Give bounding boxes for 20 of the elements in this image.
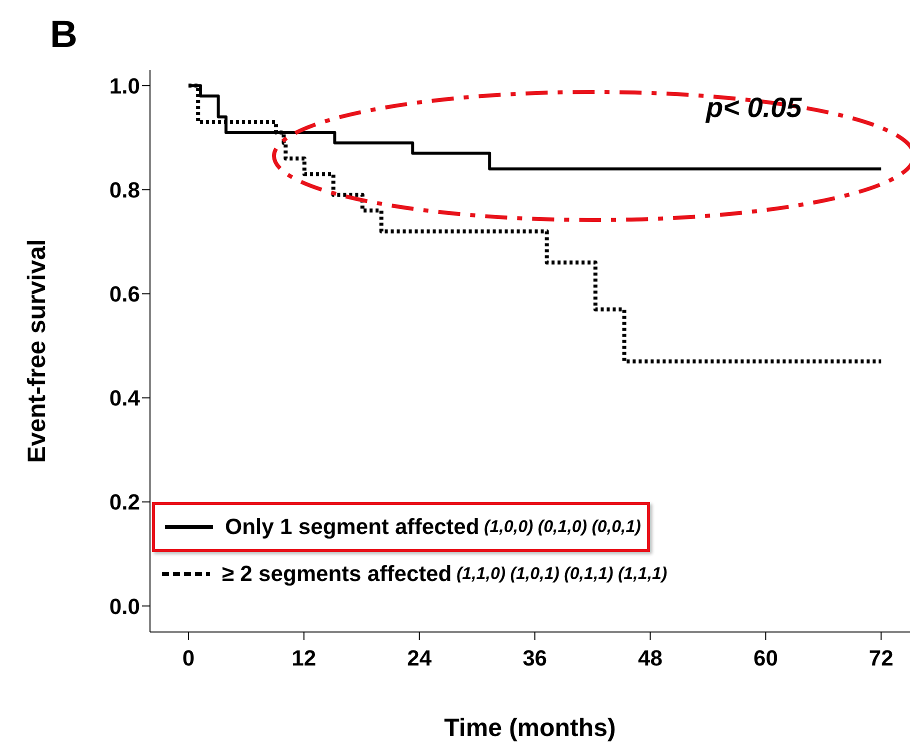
annotation: p< 0.05 — [706, 92, 802, 124]
outline-box: Only 1 segment affected (1,0,0) (0,1,0) (0,0,1) — [152, 502, 650, 552]
x-tick-label: 0 — [182, 646, 195, 671]
chart-title: B — [50, 14, 78, 57]
y-tick-label: 0.2 — [109, 490, 140, 515]
x-tick-label: 72 — [868, 646, 894, 671]
x-tick-label: 60 — [753, 646, 778, 671]
y-tick-label: 0.6 — [109, 282, 140, 307]
x-tick-label: 12 — [292, 646, 316, 671]
y-tick-label: 0.8 — [109, 177, 140, 202]
x-tick-label: 36 — [522, 646, 548, 671]
y-axis-title: Event-free survival — [22, 239, 51, 463]
x-tick-label: 48 — [638, 646, 662, 671]
y-tick-label: 1.0 — [109, 73, 140, 98]
y-tick-label: 0.4 — [109, 386, 141, 411]
legend-label: Only 1 segment affected (1,0,0) (0,1,0) (0,0,1) — [225, 514, 641, 540]
x-axis-title: Time (months) — [444, 714, 616, 742]
legend-label: ≥ 2 segments affected (1,1,0) (1,0,1) (0,1,1) (1,1,1) — [222, 561, 668, 587]
y-tick-label: 0.0 — [109, 594, 140, 619]
x-tick-label: 24 — [407, 646, 432, 671]
